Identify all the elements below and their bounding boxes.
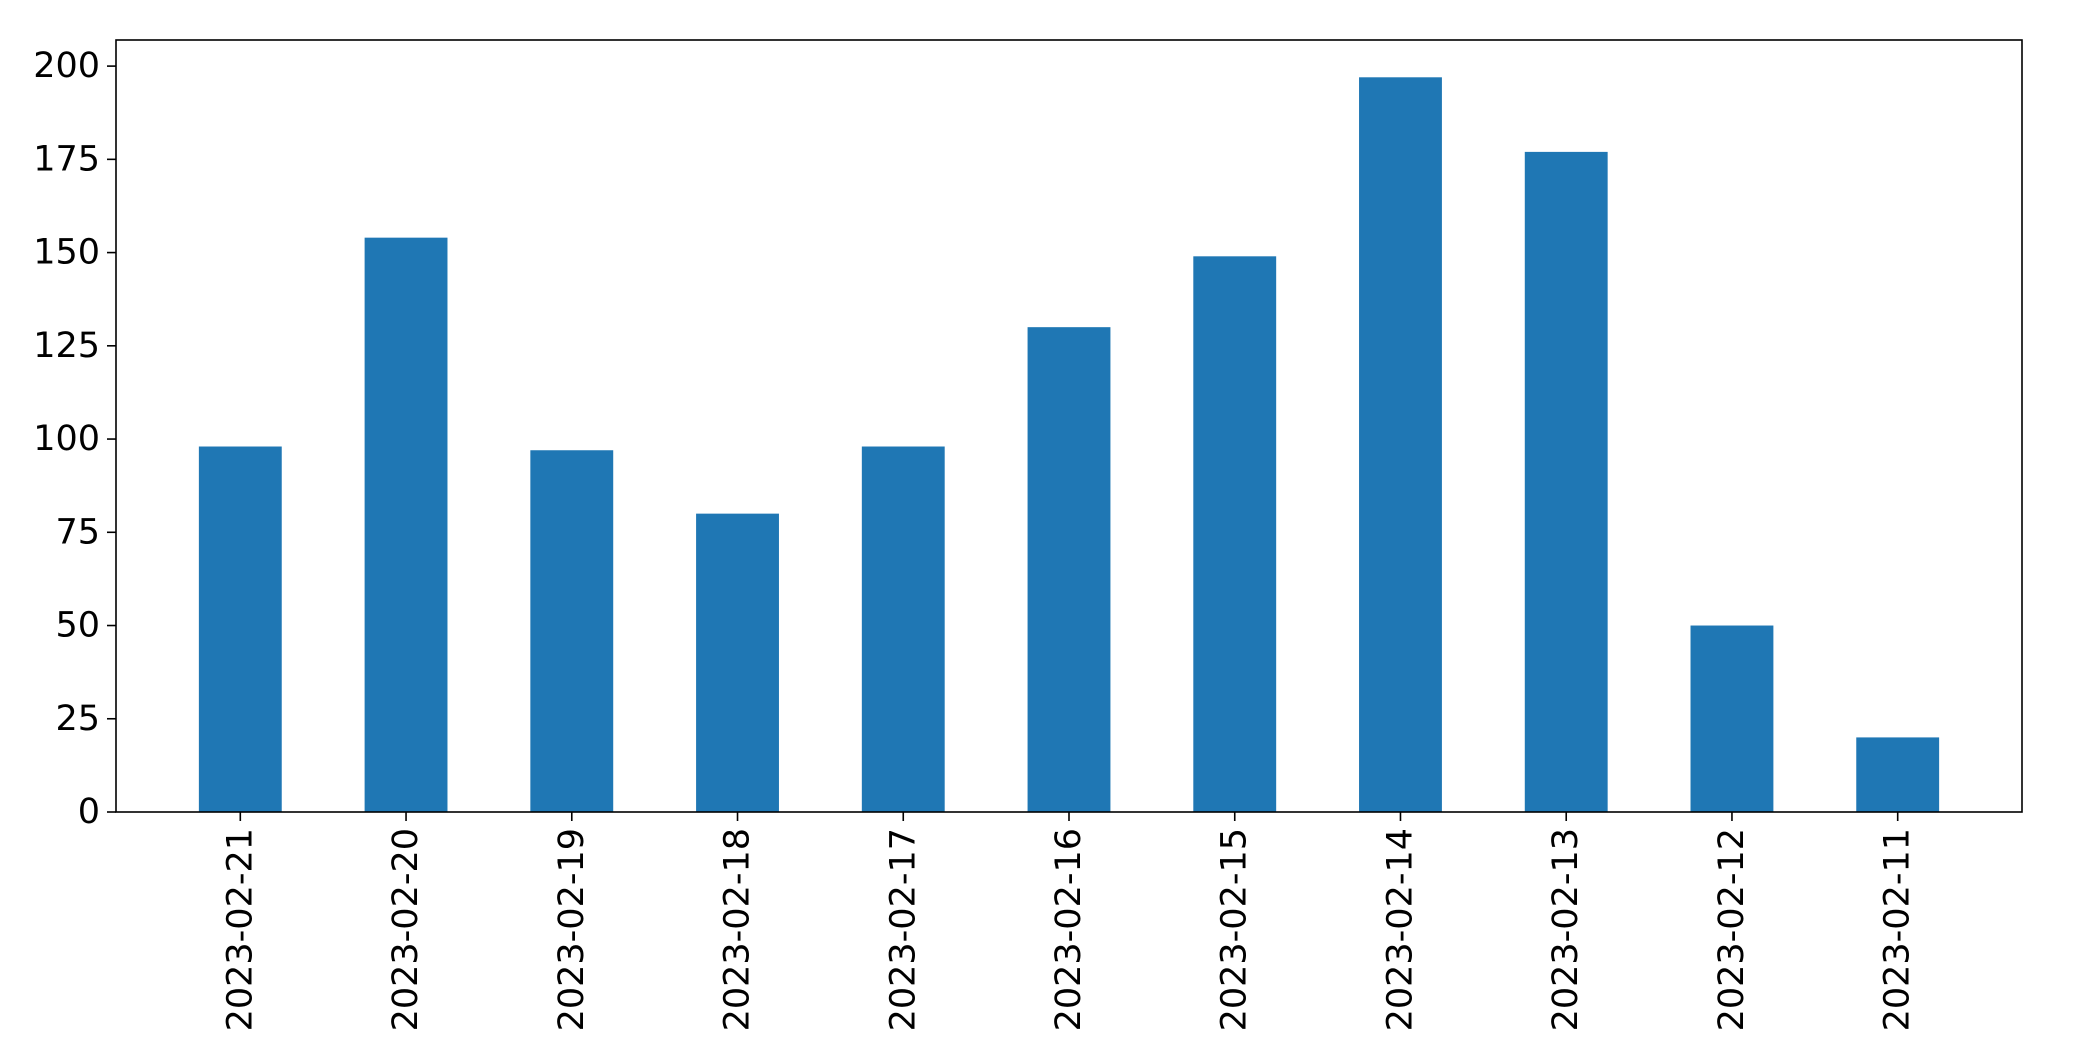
y-tick-label: 25	[55, 699, 100, 739]
x-tick-label: 2023-02-19	[552, 828, 592, 1031]
x-tick-label: 2023-02-16	[1049, 828, 1089, 1031]
x-tick-label: 2023-02-17	[883, 828, 923, 1031]
bar	[1856, 737, 1940, 812]
y-tick-label: 0	[78, 792, 100, 832]
plot-frame	[115, 39, 2023, 813]
y-tick-label: 175	[33, 139, 100, 179]
bar	[1359, 77, 1442, 813]
x-tick-label: 2023-02-15	[1215, 828, 1255, 1031]
x-axis: 2023-02-21 2023-02-20 2023-02-19 2023-02-18…	[220, 812, 1918, 1031]
x-tick-label: 2023-02-18	[718, 828, 758, 1031]
y-tick-label: 150	[33, 233, 100, 273]
x-tick-label: 2023-02-20	[386, 828, 426, 1031]
bar	[530, 450, 614, 812]
y-tick-label: 50	[55, 606, 100, 646]
x-tick-label: 2023-02-14	[1380, 828, 1420, 1031]
bar	[1524, 151, 1608, 813]
y-tick-label: 125	[33, 326, 100, 366]
y-tick-label: 100	[33, 419, 100, 459]
bar	[1027, 327, 1111, 812]
bar	[1690, 625, 1774, 812]
x-tick-label: 2023-02-13	[1546, 828, 1586, 1031]
bar	[364, 237, 448, 812]
y-axis: 0 25 50 75 100 125 150 175 200	[33, 46, 116, 832]
x-tick-label: 2023-02-11	[1878, 828, 1918, 1031]
bar	[1193, 256, 1277, 812]
bar	[861, 446, 945, 812]
y-tick-label: 200	[33, 46, 100, 86]
bars-group	[198, 77, 1940, 813]
y-tick-label: 75	[55, 512, 100, 552]
bar	[696, 513, 779, 812]
x-tick-label: 2023-02-12	[1712, 828, 1752, 1031]
x-tick-label: 2023-02-21	[220, 828, 260, 1031]
bar	[198, 446, 282, 812]
